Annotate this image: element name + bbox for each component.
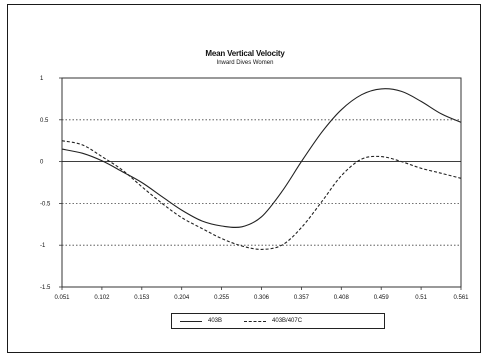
legend-item-series-2: 403B/407C: [244, 318, 302, 324]
x-tick-label: 0.255: [214, 295, 230, 301]
y-tick-label: 1: [40, 76, 44, 82]
legend-label-series-2: 403B/407C: [272, 318, 303, 324]
x-tick-label: 0.051: [54, 295, 70, 301]
x-tick-label: 0.561: [453, 295, 469, 301]
legend-item-series-1: 403B: [180, 318, 222, 324]
chart-title: Mean Vertical Velocity: [205, 49, 285, 58]
series-line-2: [61, 140, 462, 250]
x-tick-label: 0.408: [334, 295, 350, 301]
legend-swatch-solid: [180, 320, 202, 322]
y-tick-label: -1.5: [40, 285, 51, 291]
chart-frame: [7, 4, 481, 353]
plot-area-border: [61, 77, 462, 288]
x-tick-label: 0.459: [374, 295, 390, 301]
x-tick-label: 0.51: [415, 295, 427, 301]
chart-legend: 403B 403B/407C: [171, 313, 385, 329]
y-tick-label: -1: [40, 243, 46, 249]
x-tick-label: 0.204: [174, 295, 190, 301]
x-tick-label: 0.357: [294, 295, 310, 301]
legend-label-series-1: 403B: [208, 318, 223, 324]
y-tick-label: 0: [40, 160, 44, 166]
y-tick-label: -0.5: [40, 201, 51, 207]
chart-subtitle: Inward Dives Women: [216, 60, 274, 66]
legend-swatch-dashed: [244, 320, 267, 322]
x-tick-label: 0.306: [254, 295, 270, 301]
x-tick-label: 0.102: [94, 295, 110, 301]
series-line-1: [61, 88, 462, 228]
y-tick-label: 0.5: [40, 118, 49, 124]
x-tick-label: 0.153: [134, 295, 150, 301]
